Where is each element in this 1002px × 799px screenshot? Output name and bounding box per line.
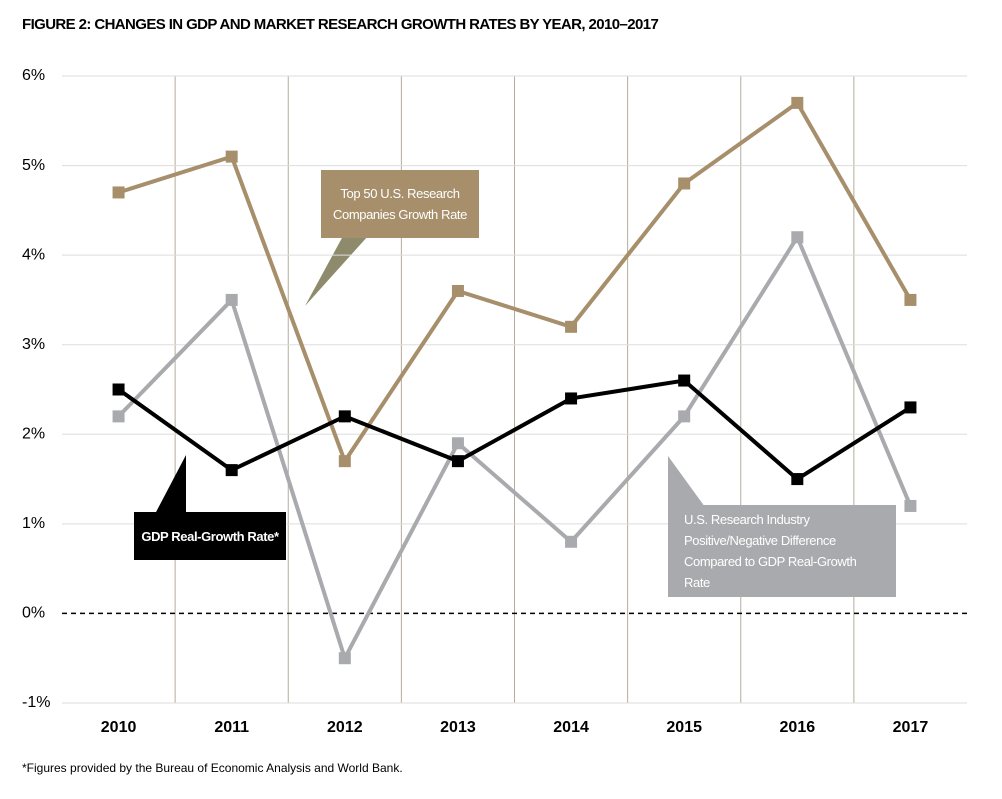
- callout-pointer: [668, 456, 705, 507]
- marker: [791, 473, 804, 486]
- separators: [174, 76, 855, 703]
- marker: [225, 464, 238, 477]
- y-tick-label: 6%: [22, 67, 45, 84]
- marker: [112, 410, 125, 423]
- chart-title: FIGURE 2: CHANGES IN GDP AND MARKET RESE…: [22, 16, 658, 33]
- y-tick-label: 1%: [22, 515, 45, 532]
- y-tick-label: 4%: [22, 246, 45, 263]
- marker: [225, 150, 238, 163]
- legend-entry: GDP Real-Growth Rate*: [134, 512, 286, 560]
- marker: [678, 177, 691, 190]
- x-tick-label: 2016: [780, 719, 816, 736]
- marker: [904, 499, 917, 512]
- marker: [451, 455, 464, 468]
- footnote: *Figures provided by the Bureau of Econo…: [22, 761, 403, 775]
- x-tick-label: 2011: [214, 719, 249, 736]
- marker: [791, 96, 804, 109]
- legend-entry: Top 50 U.S. Research Companies Growth Ra…: [321, 170, 479, 238]
- series-line: [117, 235, 913, 661]
- marker: [338, 410, 351, 423]
- y-tick-label: 5%: [22, 157, 45, 174]
- marker: [904, 293, 917, 306]
- x-tick-label: 2013: [440, 719, 476, 736]
- marker: [338, 652, 351, 665]
- marker: [678, 374, 691, 387]
- marker: [451, 284, 464, 297]
- y-tick-label: 2%: [22, 426, 45, 443]
- callout-pointer: [155, 455, 186, 514]
- y-tick-label: 3%: [22, 336, 45, 353]
- x-tick-label: 2010: [101, 719, 137, 736]
- marker: [678, 410, 691, 423]
- legend-entry: U.S. Research Industry Positive/Negative…: [668, 505, 896, 597]
- x-tick-label: 2015: [666, 719, 702, 736]
- marker: [112, 383, 125, 396]
- marker: [565, 535, 578, 548]
- marker: [565, 320, 578, 333]
- x-tick-label: 2017: [893, 719, 929, 736]
- marker: [904, 401, 917, 414]
- marker: [451, 437, 464, 450]
- y-tick-label: 0%: [22, 605, 45, 622]
- marker: [338, 455, 351, 468]
- callout-pointer: [305, 236, 368, 306]
- marker: [112, 186, 125, 199]
- x-tick-label: 2012: [327, 719, 363, 736]
- series-line: [117, 100, 913, 464]
- y-tick-label: -1%: [22, 694, 50, 711]
- marker: [565, 392, 578, 405]
- marker: [225, 293, 238, 306]
- marker: [791, 231, 804, 244]
- series-line: [117, 378, 912, 482]
- x-tick-label: 2014: [553, 719, 589, 736]
